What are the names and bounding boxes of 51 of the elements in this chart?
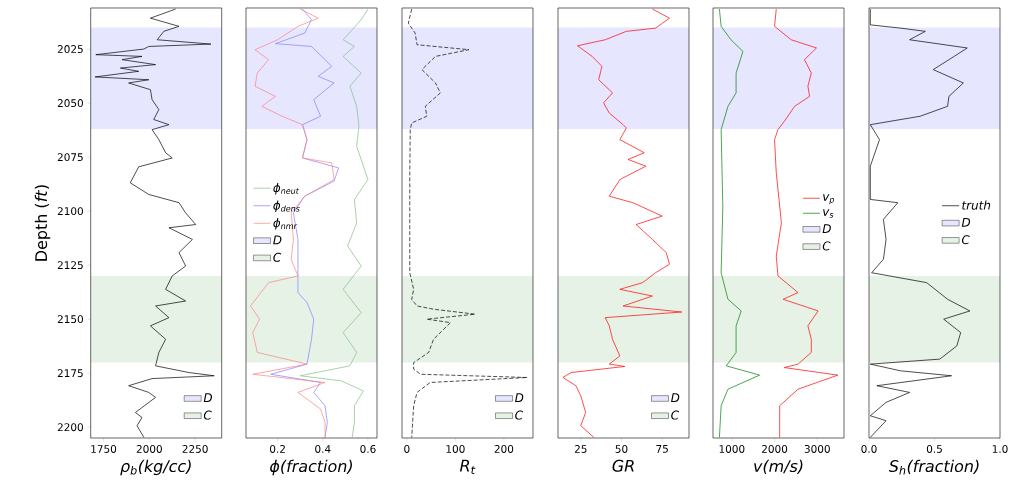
- x-tick-label: 0: [404, 445, 410, 453]
- x-tick-label: 75: [656, 445, 668, 453]
- x-tick-label: 0.5: [926, 445, 942, 453]
- y-tick-label: 2075: [57, 153, 83, 162]
- x-axis-title: R$_{t}$: [459, 459, 476, 474]
- legend-label: C: [961, 235, 970, 245]
- legend-label: D: [822, 224, 831, 233]
- x-tick-label: 0.4: [315, 445, 331, 453]
- y-tick-label: 2025: [57, 45, 83, 53]
- legend-label: C: [671, 410, 680, 420]
- x-axis-title: v(m/s): [754, 459, 803, 474]
- legend-label: D: [961, 218, 971, 227]
- x-tick-label: 1000: [719, 445, 745, 453]
- x-tick-label: 1750: [91, 445, 117, 453]
- x-tick-label: 100: [446, 445, 465, 453]
- y-tick-label: 2150: [57, 315, 83, 324]
- x-axis-title: S$_{h}$(fraction): [888, 459, 979, 475]
- legend-label: ϕ$_{dens}$: [273, 200, 300, 213]
- x-axis-title: ϕ(fraction): [270, 459, 352, 476]
- legend-label: ϕ$_{nmr}$: [273, 218, 298, 230]
- x-tick-label: 0.2: [269, 445, 285, 453]
- legend-label: D: [515, 393, 524, 403]
- x-tick-label: 0.0: [861, 445, 877, 453]
- legend-label: D: [203, 393, 213, 403]
- x-tick-label: 1.0: [992, 445, 1008, 453]
- x-tick-label: 25: [574, 445, 587, 453]
- x-tick-label: 3000: [804, 445, 830, 453]
- x-axis-title: GR: [612, 459, 634, 472]
- legend-label: v$_{p}$: [823, 194, 835, 205]
- x-tick-label: 2000: [762, 445, 788, 453]
- x-tick-label: 50: [615, 445, 628, 453]
- legend-label: C: [822, 241, 831, 251]
- legend-label: D: [273, 235, 282, 245]
- y-tick-label: 2175: [57, 369, 83, 378]
- y-tick-label: 2200: [57, 423, 83, 432]
- x-tick-label: 2250: [182, 445, 208, 453]
- y-tick-label: 2125: [57, 261, 83, 270]
- x-tick-label: 200: [494, 445, 514, 453]
- legend-label: v$_{s}$: [823, 209, 834, 218]
- x-tick-label: 2000: [136, 445, 162, 453]
- legend-label: D: [671, 393, 680, 403]
- x-axis-title: ρ$_{b}$(kg/cc): [120, 459, 191, 476]
- legend-label: ϕ$_{neut}$: [273, 182, 300, 195]
- legend-label: truth: [962, 200, 991, 210]
- legend-label: C: [273, 252, 282, 262]
- x-tick-label: 0.6: [360, 445, 376, 453]
- legend-label: C: [203, 410, 212, 420]
- legend-label: C: [515, 410, 523, 420]
- y-axis-title: Depth (ft): [34, 185, 51, 261]
- y-tick-label: 2050: [57, 99, 83, 108]
- y-tick-label: 2100: [57, 207, 83, 216]
